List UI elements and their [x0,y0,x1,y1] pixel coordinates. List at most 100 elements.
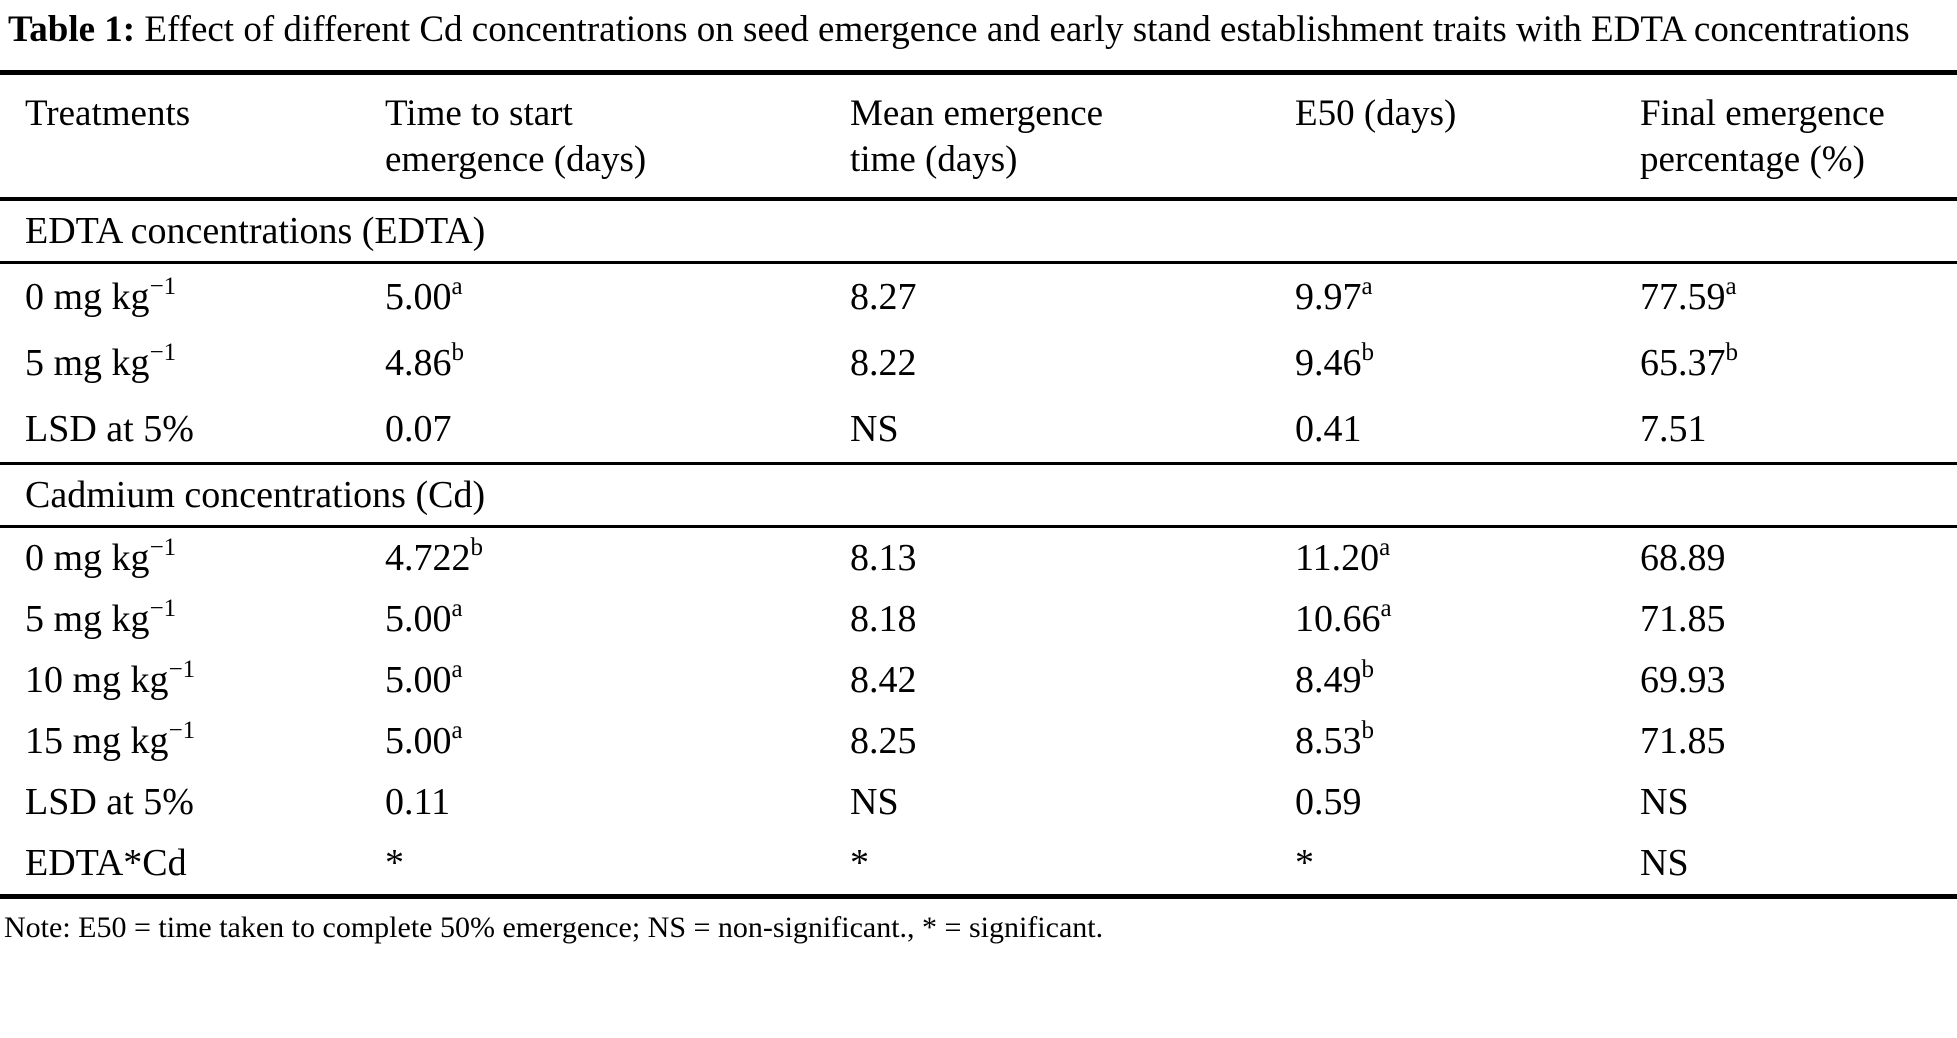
value: 4.722 [385,537,471,579]
treatment-label: 5 mg kg [25,342,150,384]
table-caption: Table 1: Effect of different Cd concentr… [0,0,1957,54]
value: 8.27 [850,276,917,318]
header-final-emergence: Final emergence percentage (%) [1640,91,1957,183]
treatment-cell: LSD at 5% [25,396,385,462]
value-superscript: a [1725,273,1737,300]
value: 8.42 [850,659,917,701]
treatment-cell: 5 mg kg−1 [25,330,385,396]
value-cell: 7.51 [1640,396,1957,462]
value: NS [1640,781,1689,823]
treatment-cell: EDTA*Cd [25,833,385,894]
table-caption-text: Effect of different Cd concentrations on… [135,9,1910,50]
value-cell: 4.722b [385,528,850,589]
table-row: 0 mg kg−1 4.722b 8.13 11.20a 68.89 [0,528,1957,589]
treatment-superscript: −1 [168,656,196,683]
treatment-superscript: −1 [149,273,177,300]
value-cell: 69.93 [1640,650,1957,711]
value-superscript: b [470,534,484,561]
value-cell: NS [850,772,1295,833]
header-line: Final emergence [1640,93,1885,134]
value: 5.00 [385,720,452,762]
value-cell: 8.53b [1295,711,1640,772]
value: 8.53 [1295,720,1362,762]
value-superscript: b [451,339,465,366]
value: 8.13 [850,537,917,579]
table-row: 0 mg kg−1 5.00a 8.27 9.97a 77.59a [0,264,1957,330]
value-superscript: b [1361,717,1375,744]
value: 10.66 [1295,598,1381,640]
value: 8.18 [850,598,917,640]
value-cell: 77.59a [1640,264,1957,330]
value-cell: 8.13 [850,528,1295,589]
treatment-cell: 5 mg kg−1 [25,589,385,650]
rule-under-edta-rows [0,462,1957,465]
value-cell: * [1295,833,1640,894]
value-cell: * [385,833,850,894]
value: 77.59 [1640,276,1726,318]
header-time-to-start: Time to start emergence (days) [385,91,850,183]
value-superscript: a [1379,534,1391,561]
header-line: percentage (%) [1640,139,1865,180]
treatment-label: 5 mg kg [25,598,150,640]
value-cell: 8.25 [850,711,1295,772]
value-superscript: a [451,656,463,683]
edta-section-body: 0 mg kg−1 5.00a 8.27 9.97a 77.59a 5 mg k… [0,264,1957,462]
value-cell: 4.86b [385,330,850,396]
value-cell: 0.07 [385,396,850,462]
value-superscript: b [1361,339,1375,366]
value-cell: 0.59 [1295,772,1640,833]
treatment-cell: 0 mg kg−1 [25,264,385,330]
value-cell: 9.46b [1295,330,1640,396]
table-row: LSD at 5% 0.11 NS 0.59 NS [0,772,1957,833]
rule-under-header [0,197,1957,201]
value: 5.00 [385,659,452,701]
value: NS [850,408,899,450]
section-header-edta: EDTA concentrations (EDTA) [25,210,486,252]
value-cell: 10.66a [1295,589,1640,650]
value-superscript: a [451,595,463,622]
value-cell: 8.18 [850,589,1295,650]
rule-under-cadmium-label [0,525,1957,528]
table-row: 5 mg kg−1 5.00a 8.18 10.66a 71.85 [0,589,1957,650]
value-superscript: b [1725,339,1739,366]
value-superscript: a [1380,595,1392,622]
value: 0.07 [385,408,452,450]
value: 5.00 [385,598,452,640]
header-line: Time to start [385,93,573,134]
value-cell: 5.00a [385,589,850,650]
treatment-superscript: −1 [149,339,177,366]
value-cell: 8.49b [1295,650,1640,711]
table-caption-label: Table 1: [8,9,136,50]
rule-bottom [0,894,1957,899]
value: * [850,842,869,884]
value-cell: 68.89 [1640,528,1957,589]
treatment-label: LSD at 5% [25,408,194,450]
treatment-label: 0 mg kg [25,276,150,318]
treatment-cell: 0 mg kg−1 [25,528,385,589]
treatment-label: EDTA*Cd [25,842,187,884]
treatment-label: 15 mg kg [25,720,169,762]
value-cell: NS [850,396,1295,462]
value-cell: 8.27 [850,264,1295,330]
header-treatments: Treatments [25,91,385,183]
value-cell: 65.37b [1640,330,1957,396]
treatment-superscript: −1 [168,717,196,744]
value-cell: 0.11 [385,772,850,833]
treatment-superscript: −1 [149,595,177,622]
value-cell: 5.00a [385,264,850,330]
value-cell: 9.97a [1295,264,1640,330]
header-mean-emergence: Mean emergence time (days) [850,91,1295,183]
table-row: 15 mg kg−1 5.00a 8.25 8.53b 71.85 [0,711,1957,772]
treatment-cell: 15 mg kg−1 [25,711,385,772]
treatment-superscript: −1 [149,534,177,561]
value: 11.20 [1295,537,1380,579]
value: * [1295,842,1314,884]
value: 7.51 [1640,408,1707,450]
treatment-label: 0 mg kg [25,537,150,579]
header-line: Mean emergence [850,93,1104,134]
header-e50: E50 (days) [1295,91,1640,183]
section-header-cadmium: Cadmium concentrations (Cd) [25,474,486,516]
table-row: 10 mg kg−1 5.00a 8.42 8.49b 69.93 [0,650,1957,711]
value: 9.97 [1295,276,1362,318]
